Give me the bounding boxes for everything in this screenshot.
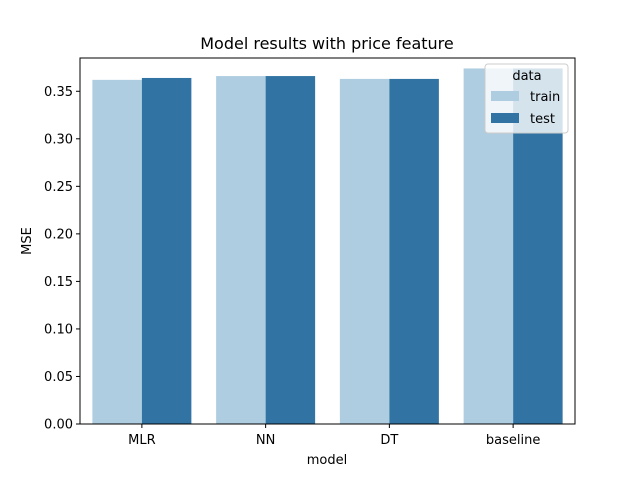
bar-train-MLR <box>92 79 142 425</box>
bar-test-DT <box>389 78 439 425</box>
x-axis: MLR NN DT baseline <box>128 424 540 448</box>
y-axis: 0.00 0.05 0.10 0.15 0.20 0.25 0.30 0.35 <box>44 85 80 433</box>
x-tick-label: NN <box>256 433 275 448</box>
y-tick-label: 0.30 <box>44 132 73 147</box>
chart-title: Model results with price feature <box>200 34 454 53</box>
plot-frame <box>79 57 576 425</box>
x-axis-label: model <box>307 453 347 468</box>
bar-train-DT <box>339 78 390 425</box>
bar-test-NN <box>265 76 316 424</box>
y-tick-label: 0.25 <box>44 180 73 195</box>
y-tick-label: 0.10 <box>44 322 73 337</box>
y-tick-label: 0.05 <box>44 370 73 385</box>
y-tick-label: 0.15 <box>44 275 73 290</box>
y-tick-label: 0.20 <box>44 227 73 242</box>
x-tick-label: MLR <box>128 433 156 448</box>
y-tick-label: 0.00 <box>44 418 73 433</box>
legend: data train test <box>484 63 569 134</box>
legend-items: train test <box>491 90 560 127</box>
legend-swatch-test <box>491 113 519 123</box>
legend-label-train: train <box>530 90 560 105</box>
legend-title: data <box>512 69 541 84</box>
legend-label-test: test <box>530 112 555 127</box>
y-tick-label: 0.35 <box>44 85 73 100</box>
y-axis-label: MSE <box>20 227 35 255</box>
legend-swatch-train <box>491 91 519 101</box>
x-tick-label: baseline <box>486 433 540 448</box>
x-tick-label: DT <box>380 433 398 448</box>
bar-test-MLR <box>141 77 192 425</box>
bar-train-NN <box>216 76 266 424</box>
